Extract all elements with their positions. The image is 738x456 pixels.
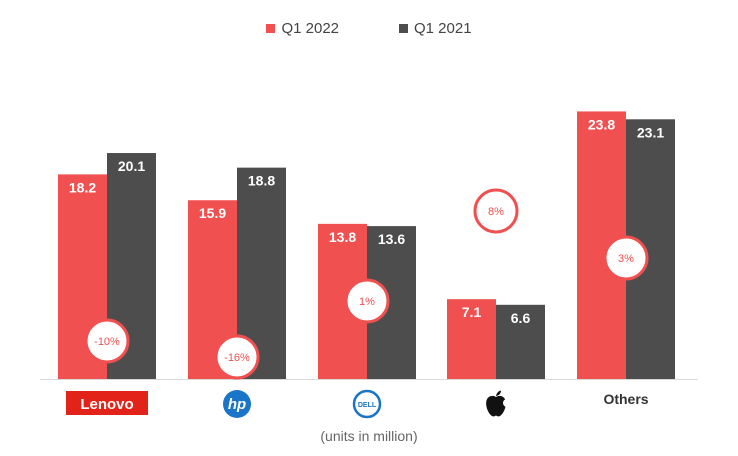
legend-item-q1-2022: Q1 2022 bbox=[266, 20, 339, 37]
data-label-others-q1-2021: 23.1 bbox=[637, 124, 664, 140]
data-label-dell-q1-2022: 13.8 bbox=[329, 229, 356, 245]
legend: Q1 2022 Q1 2021 bbox=[0, 20, 738, 37]
lenovo-logo bbox=[66, 391, 148, 415]
legend-label-q1-2021: Q1 2021 bbox=[414, 20, 472, 37]
growth-badge-others bbox=[603, 235, 649, 281]
hp-logo bbox=[223, 390, 251, 418]
bar-apple-q1-2022 bbox=[447, 299, 496, 379]
data-label-dell-q1-2021: 13.6 bbox=[378, 231, 405, 247]
data-label-hp-q1-2022: 15.9 bbox=[199, 205, 226, 221]
growth-label-dell: 1% bbox=[359, 296, 375, 308]
legend-item-q1-2021: Q1 2021 bbox=[399, 20, 472, 37]
growth-badge-dell bbox=[344, 278, 390, 324]
hp-logo-text: hp bbox=[228, 396, 246, 413]
growth-label-others: 3% bbox=[618, 253, 634, 265]
data-label-others-q1-2022: 23.8 bbox=[588, 116, 615, 132]
growth-label-apple: 8% bbox=[488, 206, 504, 218]
legend-swatch-q1-2021 bbox=[399, 24, 408, 33]
growth-badge-hp bbox=[214, 334, 260, 380]
data-label-apple-q1-2022: 7.1 bbox=[462, 304, 482, 320]
category-label-others: Others bbox=[603, 391, 649, 407]
data-label-lenovo-q1-2022: 18.2 bbox=[69, 179, 96, 195]
footnote: (units in million) bbox=[320, 428, 418, 444]
legend-label-q1-2022: Q1 2022 bbox=[281, 20, 339, 37]
lenovo-logo-text: Lenovo bbox=[80, 396, 133, 413]
growth-label-hp: -16% bbox=[224, 352, 250, 364]
dell-logo-text: DELL bbox=[358, 402, 377, 409]
data-label-lenovo-q1-2021: 20.1 bbox=[118, 158, 145, 174]
growth-badge-lenovo bbox=[84, 318, 130, 364]
legend-swatch-q1-2022 bbox=[266, 24, 276, 33]
bar-apple-q1-2021 bbox=[496, 304, 545, 379]
dell-logo bbox=[352, 389, 382, 419]
data-label-hp-q1-2021: 18.8 bbox=[248, 173, 275, 189]
data-label-apple-q1-2021: 6.6 bbox=[511, 310, 531, 326]
growth-badge-apple bbox=[473, 188, 519, 234]
apple-logo bbox=[486, 390, 511, 417]
growth-label-lenovo: -10% bbox=[94, 336, 120, 348]
